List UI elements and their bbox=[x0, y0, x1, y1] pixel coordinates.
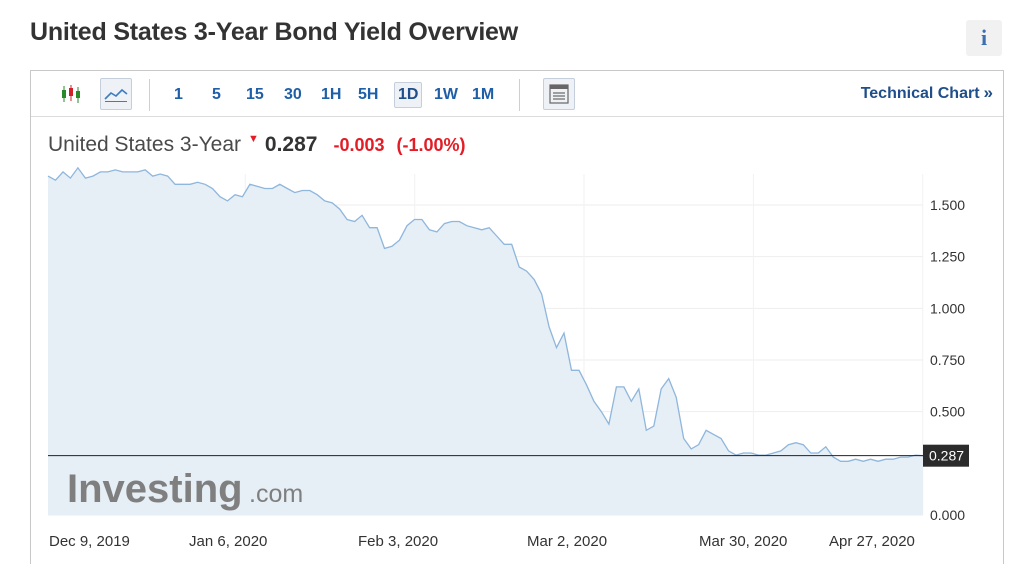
toolbar-separator bbox=[149, 79, 150, 111]
technical-chart-label: Technical Chart bbox=[860, 85, 980, 102]
timeframe-1d[interactable]: 1D bbox=[394, 82, 423, 108]
y-tick-label: 1.250 bbox=[930, 249, 965, 265]
chart-panel: 1 5 15 30 1H 5H 1D 1W 1M Technical Chart… bbox=[30, 70, 1004, 564]
y-tick-label: 0.500 bbox=[930, 404, 965, 420]
y-tick-label: 0.750 bbox=[930, 352, 965, 368]
investing-logo: Investing .com bbox=[67, 467, 303, 511]
y-tick-label: 1.500 bbox=[930, 197, 965, 213]
watermark-brand: Investing bbox=[67, 467, 243, 511]
x-tick-label: Mar 2, 2020 bbox=[527, 533, 607, 550]
instrument-name: United States 3-Year bbox=[48, 133, 242, 156]
timeframe-5h[interactable]: 5H bbox=[358, 86, 379, 103]
timeframe-1m[interactable]: 1M bbox=[472, 86, 495, 103]
technical-chart-link[interactable]: Technical Chart» bbox=[861, 83, 993, 103]
watermark-suffix: .com bbox=[249, 480, 303, 508]
down-arrow-icon: ▼ bbox=[248, 133, 259, 145]
price-chart[interactable]: Investing .com 0.000 0.500 0.750 1.000 1.250… bbox=[31, 71, 1003, 564]
series-area bbox=[48, 167, 923, 516]
x-tick-label: Dec 9, 2019 bbox=[49, 533, 130, 550]
timeframe-30[interactable]: 30 bbox=[284, 86, 302, 103]
timeframe-1[interactable]: 1 bbox=[174, 86, 183, 103]
toolbar-separator bbox=[519, 79, 520, 111]
series-line bbox=[47, 166, 924, 462]
page-title: United States 3-Year Bond Yield Overview bbox=[30, 18, 519, 46]
last-value-label: 0.287 bbox=[929, 448, 964, 464]
timeframe-1h[interactable]: 1H bbox=[321, 86, 342, 103]
x-tick-label: Mar 30, 2020 bbox=[699, 533, 787, 550]
timeframe-1w[interactable]: 1W bbox=[434, 86, 458, 103]
x-tick-label: Jan 6, 2020 bbox=[189, 533, 267, 550]
table-view-icon[interactable] bbox=[543, 78, 575, 110]
info-icon[interactable]: i bbox=[966, 20, 1002, 56]
quote-header: United States 3-Year ▼ 0.287 -0.003 (-1.… bbox=[48, 133, 466, 157]
last-value-badge: 0.287 bbox=[923, 444, 969, 467]
timeframe-5[interactable]: 5 bbox=[212, 86, 221, 103]
x-tick-label: Apr 27, 2020 bbox=[829, 533, 915, 550]
y-tick-label: 1.000 bbox=[930, 300, 965, 316]
y-tick-label: 0.000 bbox=[930, 507, 965, 523]
price-change-percent: (-1.00%) bbox=[396, 135, 466, 155]
x-axis-labels: Dec 9, 2019 Jan 6, 2020 Feb 3, 2020 Mar 2, … bbox=[49, 533, 915, 550]
x-tick-label: Feb 3, 2020 bbox=[358, 533, 438, 550]
timeframe-15[interactable]: 15 bbox=[246, 86, 264, 103]
last-value-badge-bg bbox=[923, 444, 969, 467]
candlestick-icon[interactable] bbox=[55, 78, 87, 110]
y-axis-labels: 0.000 0.500 0.750 1.000 1.250 1.500 bbox=[930, 197, 965, 523]
line-chart-icon[interactable] bbox=[100, 78, 132, 110]
chart-toolbar: 1 5 15 30 1H 5H 1D 1W 1M Technical Chart… bbox=[31, 71, 1003, 117]
last-price: 0.287 bbox=[264, 133, 318, 156]
chevron-right-icon: » bbox=[983, 83, 993, 102]
price-change: -0.003 bbox=[333, 135, 385, 155]
